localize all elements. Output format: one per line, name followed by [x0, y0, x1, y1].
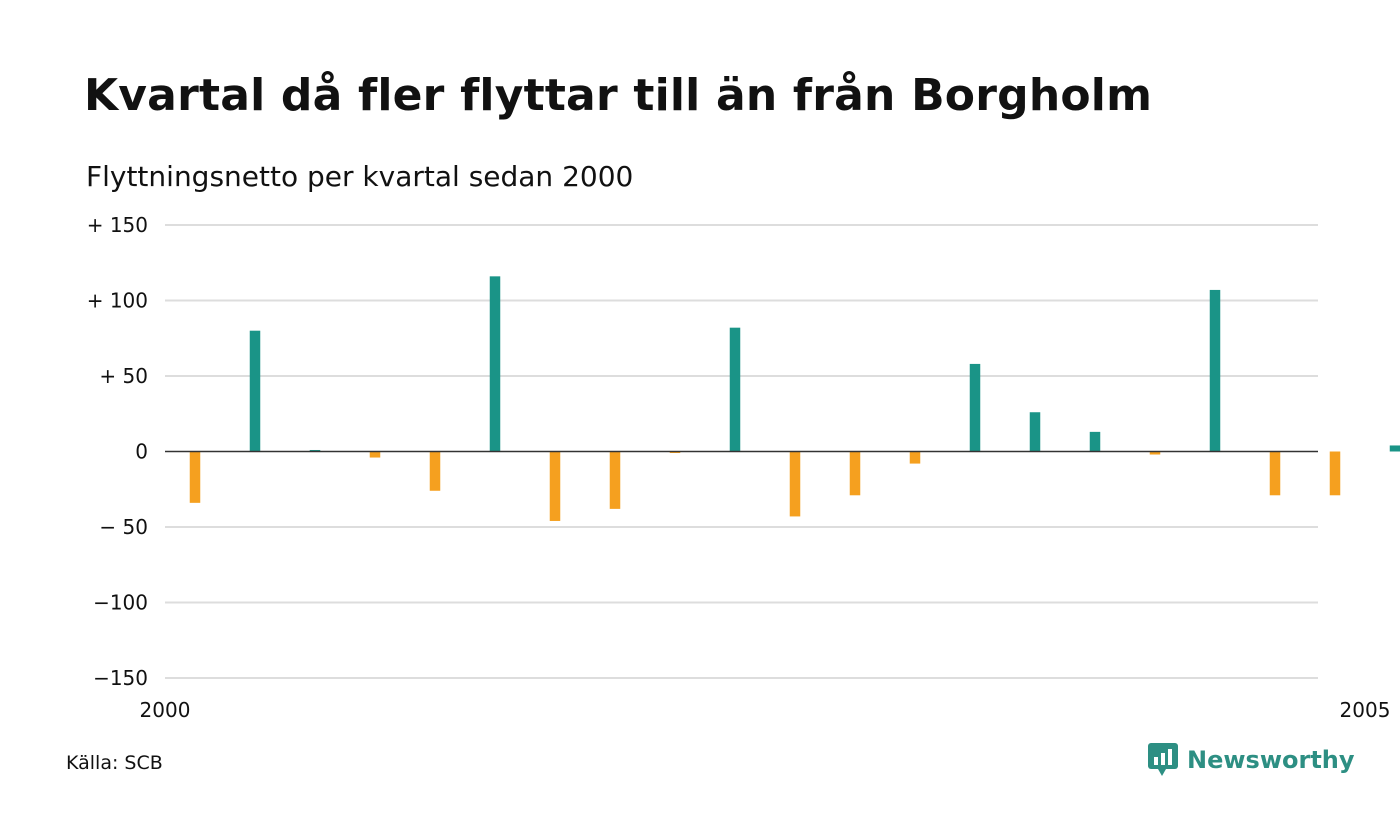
bar [909, 451, 921, 464]
x-axis-ticks: 20002005201020152020 [140, 698, 1391, 722]
bars [189, 276, 1400, 521]
bar [1329, 451, 1341, 496]
bar [1089, 431, 1101, 452]
chart-title: Kvartal då fler flyttar till än från Bor… [84, 70, 1153, 121]
bar [549, 451, 561, 521]
bar [1269, 451, 1281, 496]
bar [249, 330, 261, 452]
y-tick-label: + 150 [87, 213, 148, 237]
bar [969, 363, 981, 452]
bar [489, 276, 501, 452]
y-tick-label: + 50 [99, 364, 148, 388]
bar [609, 451, 621, 509]
y-tick-label: −150 [93, 666, 148, 690]
x-tick-label: 2000 [140, 698, 191, 722]
bar [1029, 412, 1041, 452]
bar [309, 449, 321, 452]
bar [849, 451, 861, 496]
bar [729, 327, 741, 452]
newsworthy-logo: Newsworthy [1148, 743, 1355, 777]
y-tick-label: 0 [135, 440, 148, 464]
chart-subtitle: Flyttningsnetto per kvartal sedan 2000 [86, 160, 634, 193]
bar [369, 451, 381, 458]
bar [669, 451, 681, 454]
x-tick-label: 2005 [1340, 698, 1391, 722]
bar [1389, 445, 1400, 452]
bar [789, 451, 801, 517]
bar [1209, 289, 1221, 452]
grid-lines [165, 224, 1318, 679]
bar [1149, 451, 1161, 455]
bar [189, 451, 201, 503]
brand-name: Newsworthy [1187, 746, 1355, 774]
y-tick-label: −100 [93, 591, 148, 615]
y-tick-label: + 100 [87, 289, 148, 313]
newsworthy-icon [1148, 743, 1178, 776]
y-axis-ticks: + 150 + 100 + 50 0 − 50 −100 −150 [87, 213, 148, 690]
y-tick-label: − 50 [99, 515, 148, 539]
bar [429, 451, 441, 491]
source-note: Källa: SCB [66, 752, 163, 774]
